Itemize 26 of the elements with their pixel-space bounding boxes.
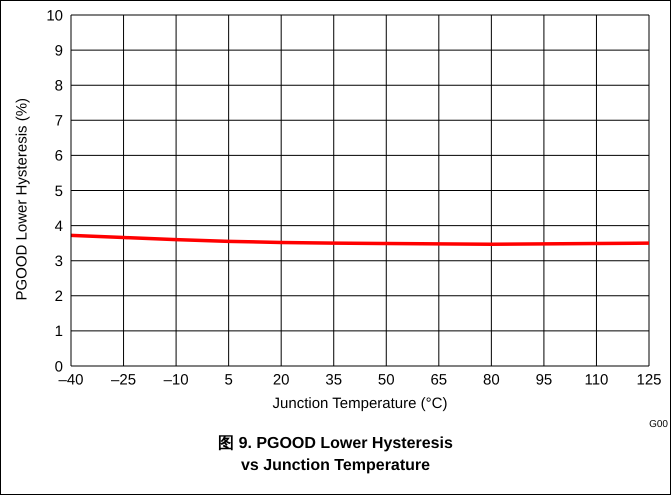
x-tick-label: –10	[164, 372, 189, 389]
y-tick-label: 2	[54, 288, 63, 306]
y-tick-label: 4	[54, 218, 63, 235]
x-tick-label: 95	[536, 372, 552, 389]
x-tick-label: 20	[272, 372, 290, 389]
y-tick-label: 6	[54, 148, 63, 165]
x-tick-label: 80	[483, 372, 500, 389]
y-tick-label: 3	[54, 253, 63, 270]
text: G00	[649, 419, 668, 430]
line-series	[71, 234, 649, 246]
x-tick-label: 65	[430, 372, 448, 389]
y-tick-label: 7	[54, 112, 63, 130]
x-tick-label: 50	[378, 372, 395, 389]
x-tick-label: 35	[325, 372, 342, 389]
y-tick-label: 8	[54, 78, 63, 95]
x-tick-label: 110	[584, 372, 608, 389]
x-axis-title: Junction Temperature (°C)	[272, 395, 448, 412]
x-tick-label: 5	[224, 372, 233, 389]
y-tick-label: 1	[54, 323, 63, 340]
y-axis-title: PGOOD Lower Hysteresis (%)	[13, 98, 30, 300]
y-tick-label: 5	[54, 182, 63, 200]
y-tick-label: 9	[54, 42, 63, 60]
text: 图 9. PGOOD Lower Hysteresis vs Junction Temperature	[217, 434, 454, 476]
x-tick-label: –25	[111, 372, 136, 389]
x-tick-label: 125	[636, 372, 662, 389]
y-tick-label: 10	[46, 7, 63, 24]
